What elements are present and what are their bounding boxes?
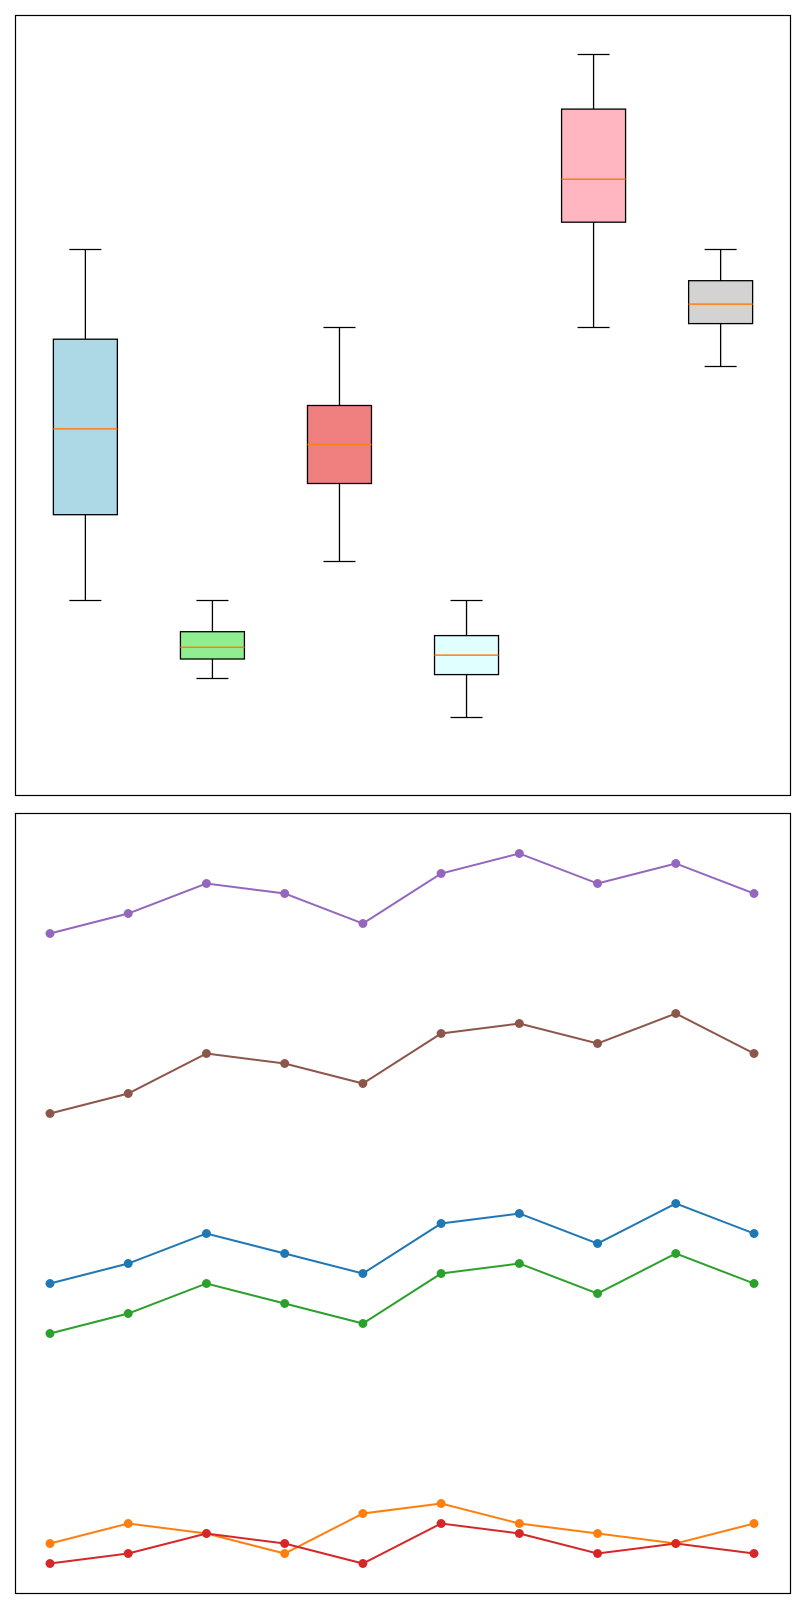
series-1-point-4 — [280, 889, 290, 898]
line-panel — [14, 812, 792, 1595]
box-4 — [433, 599, 500, 719]
series-4 — [45, 1249, 759, 1338]
series-6-point-7 — [514, 1529, 524, 1538]
series-6 — [45, 1519, 759, 1568]
series-5-point-1 — [45, 1539, 55, 1548]
series-1-line — [49, 852, 755, 935]
series-1-point-6 — [436, 869, 446, 878]
series-6-point-1 — [45, 1559, 55, 1568]
series-4-point-1 — [45, 1329, 55, 1338]
series-2-point-7 — [514, 1019, 524, 1028]
series-5-line — [49, 1502, 755, 1555]
series-4-point-4 — [280, 1299, 290, 1308]
series-5-point-5 — [358, 1509, 368, 1518]
series-2-point-4 — [280, 1059, 290, 1068]
series-5-point-2 — [123, 1519, 133, 1528]
series-1-point-9 — [671, 859, 681, 868]
boxplot-marks — [52, 53, 754, 719]
boxplot-panel — [14, 14, 792, 797]
series-4-point-9 — [671, 1249, 681, 1258]
series-2 — [45, 1009, 759, 1118]
series-3-point-7 — [514, 1209, 524, 1218]
series-1-point-3 — [201, 879, 211, 888]
series-4-point-8 — [593, 1289, 603, 1298]
series-4-point-7 — [514, 1259, 524, 1268]
boxplot-frame — [14, 14, 792, 797]
line-marks — [45, 849, 759, 1568]
series-3-point-10 — [749, 1229, 759, 1238]
series-3 — [45, 1199, 759, 1288]
series-5-point-10 — [749, 1519, 759, 1528]
series-1-point-8 — [593, 879, 603, 888]
series-4-point-10 — [749, 1279, 759, 1288]
series-3-point-2 — [123, 1259, 133, 1268]
series-6-point-9 — [671, 1539, 681, 1548]
series-4-point-6 — [436, 1269, 446, 1278]
series-1-point-5 — [358, 919, 368, 928]
series-1-point-2 — [123, 909, 133, 918]
series-3-point-1 — [45, 1279, 55, 1288]
series-2-point-6 — [436, 1029, 446, 1038]
series-3-point-4 — [280, 1249, 290, 1258]
series-6-point-3 — [201, 1529, 211, 1538]
box-2 — [179, 599, 246, 680]
box-3 — [306, 326, 373, 563]
series-5-point-7 — [514, 1519, 524, 1528]
series-1-point-7 — [514, 849, 524, 858]
series-2-point-8 — [593, 1039, 603, 1048]
series-4-point-5 — [358, 1319, 368, 1328]
series-4-point-3 — [201, 1279, 211, 1288]
series-6-point-2 — [123, 1549, 133, 1558]
series-6-point-10 — [749, 1549, 759, 1558]
series-2-line — [49, 1012, 755, 1115]
series-5-point-6 — [436, 1499, 446, 1508]
series-4-line — [49, 1252, 755, 1335]
series-3-point-3 — [201, 1229, 211, 1238]
series-5-point-4 — [280, 1549, 290, 1558]
box-1-iqr — [52, 338, 119, 516]
series-5 — [45, 1499, 759, 1558]
series-2-point-9 — [671, 1009, 681, 1018]
series-1-point-10 — [749, 889, 759, 898]
box-5 — [560, 53, 627, 329]
series-6-point-8 — [593, 1549, 603, 1558]
series-2-point-1 — [45, 1109, 55, 1118]
series-6-line — [49, 1522, 755, 1565]
box-6-iqr — [687, 280, 754, 325]
series-2-point-3 — [201, 1049, 211, 1058]
series-1 — [45, 849, 759, 938]
series-3-line — [49, 1202, 755, 1285]
series-2-point-5 — [358, 1079, 368, 1088]
series-5-point-8 — [593, 1529, 603, 1538]
series-1-point-1 — [45, 929, 55, 938]
box-5-iqr — [560, 108, 627, 223]
line-chart-frame — [14, 812, 792, 1595]
series-6-point-6 — [436, 1519, 446, 1528]
series-3-point-9 — [671, 1199, 681, 1208]
box-1 — [52, 248, 119, 602]
box-2-iqr — [179, 631, 246, 660]
series-2-point-2 — [123, 1089, 133, 1098]
series-2-point-10 — [749, 1049, 759, 1058]
series-6-point-4 — [280, 1539, 290, 1548]
series-3-point-5 — [358, 1269, 368, 1278]
series-4-point-2 — [123, 1309, 133, 1318]
box-6 — [687, 248, 754, 368]
series-6-point-5 — [358, 1559, 368, 1568]
series-3-point-8 — [593, 1239, 603, 1248]
series-3-point-6 — [436, 1219, 446, 1228]
